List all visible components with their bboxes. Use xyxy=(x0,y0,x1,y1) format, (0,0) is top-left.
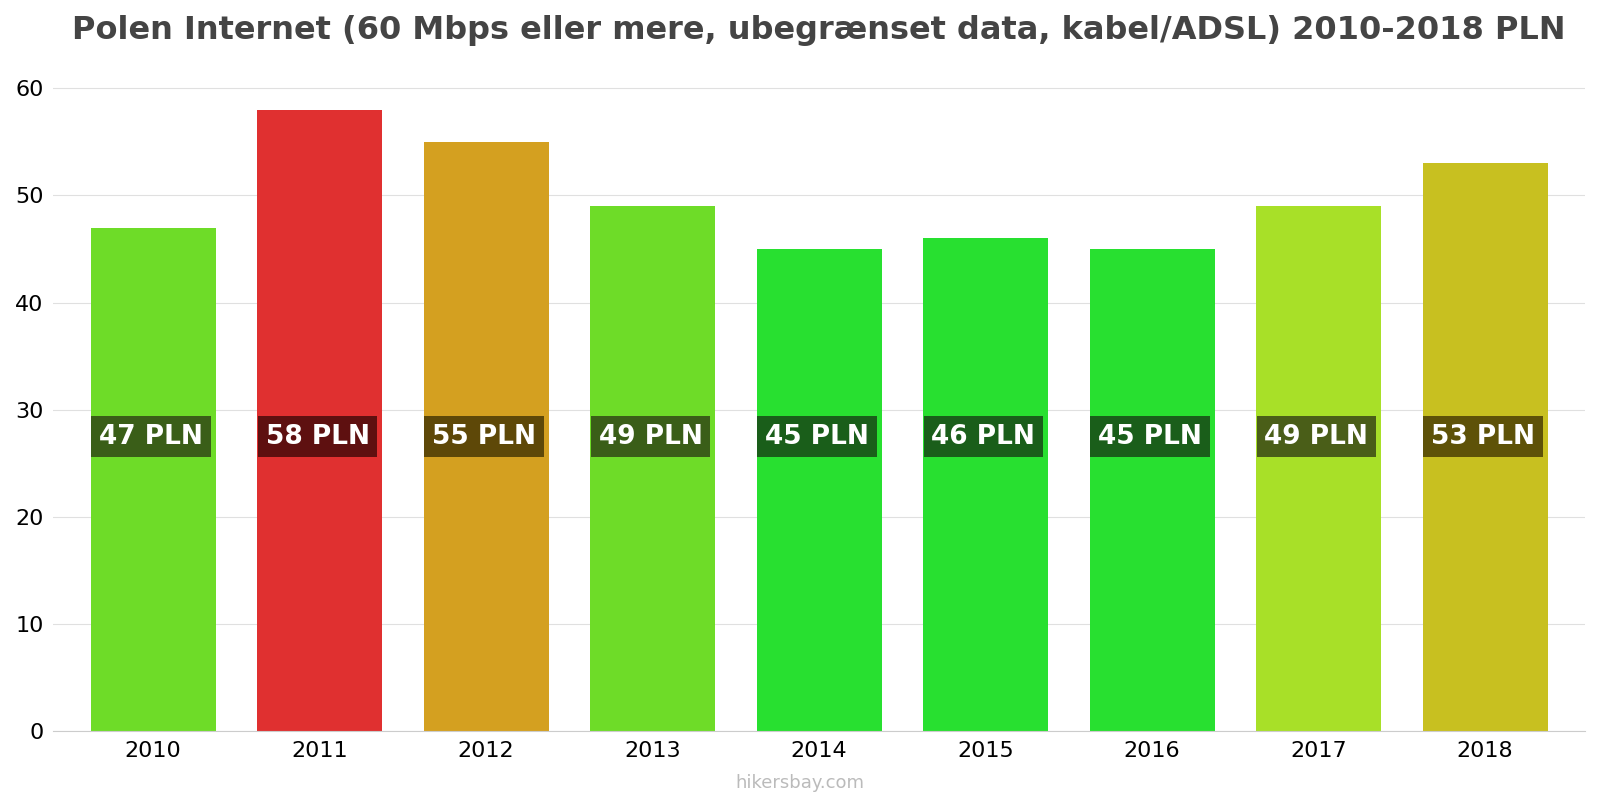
Text: 49 PLN: 49 PLN xyxy=(1264,423,1368,450)
Bar xyxy=(590,206,715,731)
Text: 58 PLN: 58 PLN xyxy=(266,423,370,450)
Bar xyxy=(757,249,882,731)
Text: 55 PLN: 55 PLN xyxy=(432,423,536,450)
Text: 53 PLN: 53 PLN xyxy=(1430,423,1534,450)
Bar xyxy=(1422,163,1547,731)
Bar xyxy=(258,110,382,731)
Bar xyxy=(91,227,216,731)
Text: 45 PLN: 45 PLN xyxy=(1098,423,1202,450)
Text: 46 PLN: 46 PLN xyxy=(931,423,1035,450)
Bar xyxy=(923,238,1048,731)
Text: 49 PLN: 49 PLN xyxy=(598,423,702,450)
Bar xyxy=(1090,249,1214,731)
Text: 47 PLN: 47 PLN xyxy=(99,423,203,450)
Bar xyxy=(424,142,549,731)
Text: hikersbay.com: hikersbay.com xyxy=(736,774,864,792)
Text: 45 PLN: 45 PLN xyxy=(765,423,869,450)
Title: Polen Internet (60 Mbps eller mere, ubegrænset data, kabel/ADSL) 2010-2018 PLN: Polen Internet (60 Mbps eller mere, ubeg… xyxy=(72,15,1566,46)
Bar xyxy=(1256,206,1381,731)
